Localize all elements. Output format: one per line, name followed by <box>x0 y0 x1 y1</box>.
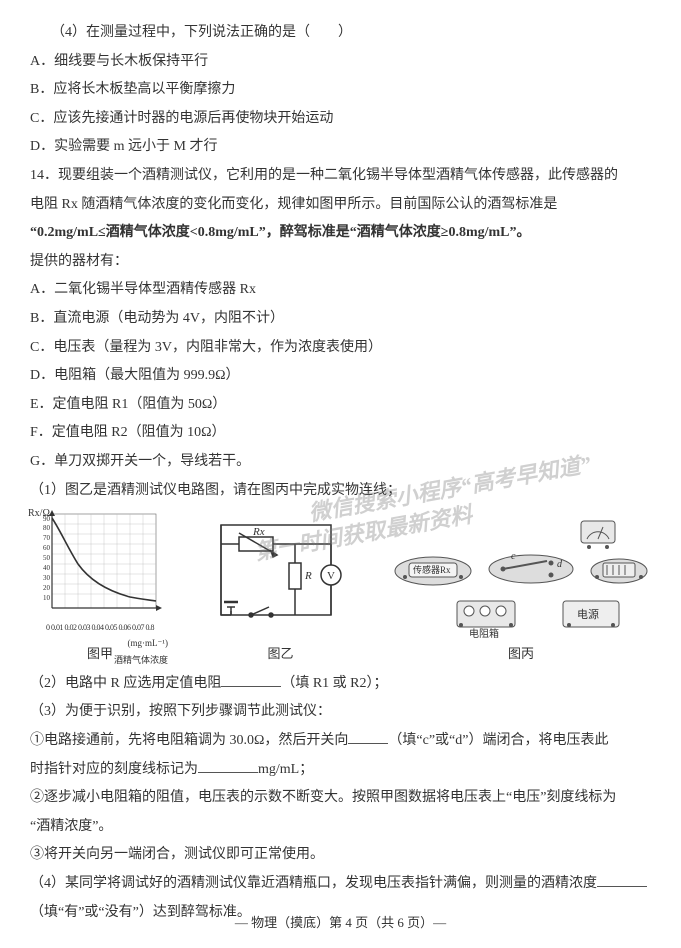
q14-p4: （4）某同学将调试好的酒精测试仪靠近酒精瓶口，发现电压表指针满偏，则测量的酒精浓… <box>30 871 651 898</box>
fig-yi-v-label: V <box>327 570 335 582</box>
svg-text:电阻箱: 电阻箱 <box>469 627 499 640</box>
svg-text:70: 70 <box>43 534 51 542</box>
svg-text:10: 10 <box>43 594 51 602</box>
q14-opt-b: B．直流电源（电动势为 4V，内阻不计） <box>30 306 651 333</box>
q14-s1c: 时指针对应的刻度线标记为mg/mL； <box>30 757 651 784</box>
fig-jia-svg: 102030 405060 708090 <box>30 510 170 620</box>
voltmeter-icon <box>581 521 615 549</box>
fig-jia-ylabel: Rx/Ω <box>28 504 50 523</box>
fig-jia-xunit: (mg·mL⁻¹) <box>128 638 168 648</box>
fig-bing-caption: 图丙 <box>508 642 534 667</box>
fig-yi-svg: Rx R V <box>201 510 361 640</box>
fig-jia-xticks: 0 0.01 0.02 0.03 0.04 0.05 0.06 0.07 0.8 <box>46 620 170 635</box>
power-icon: 电源 <box>563 601 619 627</box>
fig-yi-r-label: R <box>304 570 312 582</box>
q14-s3: ③将开关向另一端闭合，测试仪即可正常使用。 <box>30 842 651 869</box>
q14-s1: ①电路接通前，先将电阻箱调为 30.0Ω，然后开关向（填“c”或“d”）端闭合，… <box>30 728 651 755</box>
svg-text:30: 30 <box>43 574 51 582</box>
q4-stem: （4）在测量过程中，下列说法正确的是（ ） <box>30 20 651 47</box>
q14-s2a: ②逐步减小电阻箱的阻值，电压表的示数不断变大。按照甲图数据将电压表上“电压”刻度… <box>30 785 651 812</box>
fig-yi-caption: 图乙 <box>267 642 293 667</box>
fig-jia-yticks: 102030 405060 708090 <box>43 515 51 602</box>
svg-text:传感器Rx: 传感器Rx <box>413 564 451 575</box>
q4-opt-b: B．应将长木板垫高以平衡摩擦力 <box>30 77 651 104</box>
q4-opt-d: D．实验需要 m 远小于 M 才行 <box>30 134 651 161</box>
q4-opt-c: C．应该先接通计时器的电源后再使物块开始运动 <box>30 106 651 133</box>
q14-opt-a: A．二氧化锡半导体型酒精传感器 Rx <box>30 277 651 304</box>
fig-jia-wrap: Rx/Ω <box>30 510 170 667</box>
switch-icon: c d <box>489 551 573 583</box>
svg-text:电源: 电源 <box>577 607 599 621</box>
resistance-box-icon: 电阻箱 <box>457 601 515 640</box>
fig-yi-wrap: Rx R V 图乙 <box>201 510 361 667</box>
q14-opt-g: G．单刀双掷开关一个，导线若干。 <box>30 449 651 476</box>
fig-bing-svg: 传感器Rx c d <box>391 510 651 640</box>
q14-opt-f: F．定值电阻 R2（阻值为 10Ω） <box>30 420 651 447</box>
svg-text:50: 50 <box>43 554 51 562</box>
q14-opt-d: D．电阻箱（最大阻值为 999.9Ω） <box>30 363 651 390</box>
svg-text:c: c <box>511 551 516 562</box>
svg-text:20: 20 <box>43 584 51 592</box>
svg-text:80: 80 <box>43 524 51 532</box>
q14-opt-c: C．电压表（量程为 3V，内阻非常大，作为浓度表使用） <box>30 335 651 362</box>
resistor-icon <box>591 559 647 583</box>
page-footer: — 物理（摸底）第 4 页（共 6 页）— <box>0 911 681 936</box>
q14-stem-2: 电阻 Rx 随酒精气体浓度的变化而变化，规律如图甲所示。目前国际公认的酒驾标准是 <box>30 192 651 219</box>
fig-jia-chart: Rx/Ω <box>30 510 170 640</box>
q14-p2: （2）电路中 R 应选用定值电阻（填 R1 或 R2）； <box>30 671 651 698</box>
q14-stem-3: “0.2mg/mL≤酒精气体浓度<0.8mg/mL”，醉驾标准是“酒精气体浓度≥… <box>30 220 651 247</box>
q4-opt-a: A．细线要与长木板保持平行 <box>30 49 651 76</box>
q14-opt-e: E．定值电阻 R1（阻值为 50Ω） <box>30 392 651 419</box>
fig-yi-rx-label: Rx <box>252 526 265 538</box>
fig-jia-xlabel: 酒精气体浓度 <box>114 655 168 665</box>
q14-provide: 提供的器材有： <box>30 249 651 276</box>
sensor-icon: 传感器Rx <box>395 557 471 585</box>
svg-text:60: 60 <box>43 544 51 552</box>
svg-text:40: 40 <box>43 564 51 572</box>
fig-bing-wrap: 传感器Rx c d <box>391 510 651 667</box>
q14-s2b: “酒精浓度”。 <box>30 814 651 841</box>
q14-p3: （3）为便于识别，按照下列步骤调节此测试仪： <box>30 699 651 726</box>
q14-p1: （1）图乙是酒精测试仪电路图，请在图丙中完成实物连线； <box>30 478 651 505</box>
figure-row: Rx/Ω <box>30 510 651 667</box>
q14-stem-1: 14．现要组装一个酒精测试仪，它利用的是一种二氧化锡半导体型酒精气体传感器，此传… <box>30 163 651 190</box>
